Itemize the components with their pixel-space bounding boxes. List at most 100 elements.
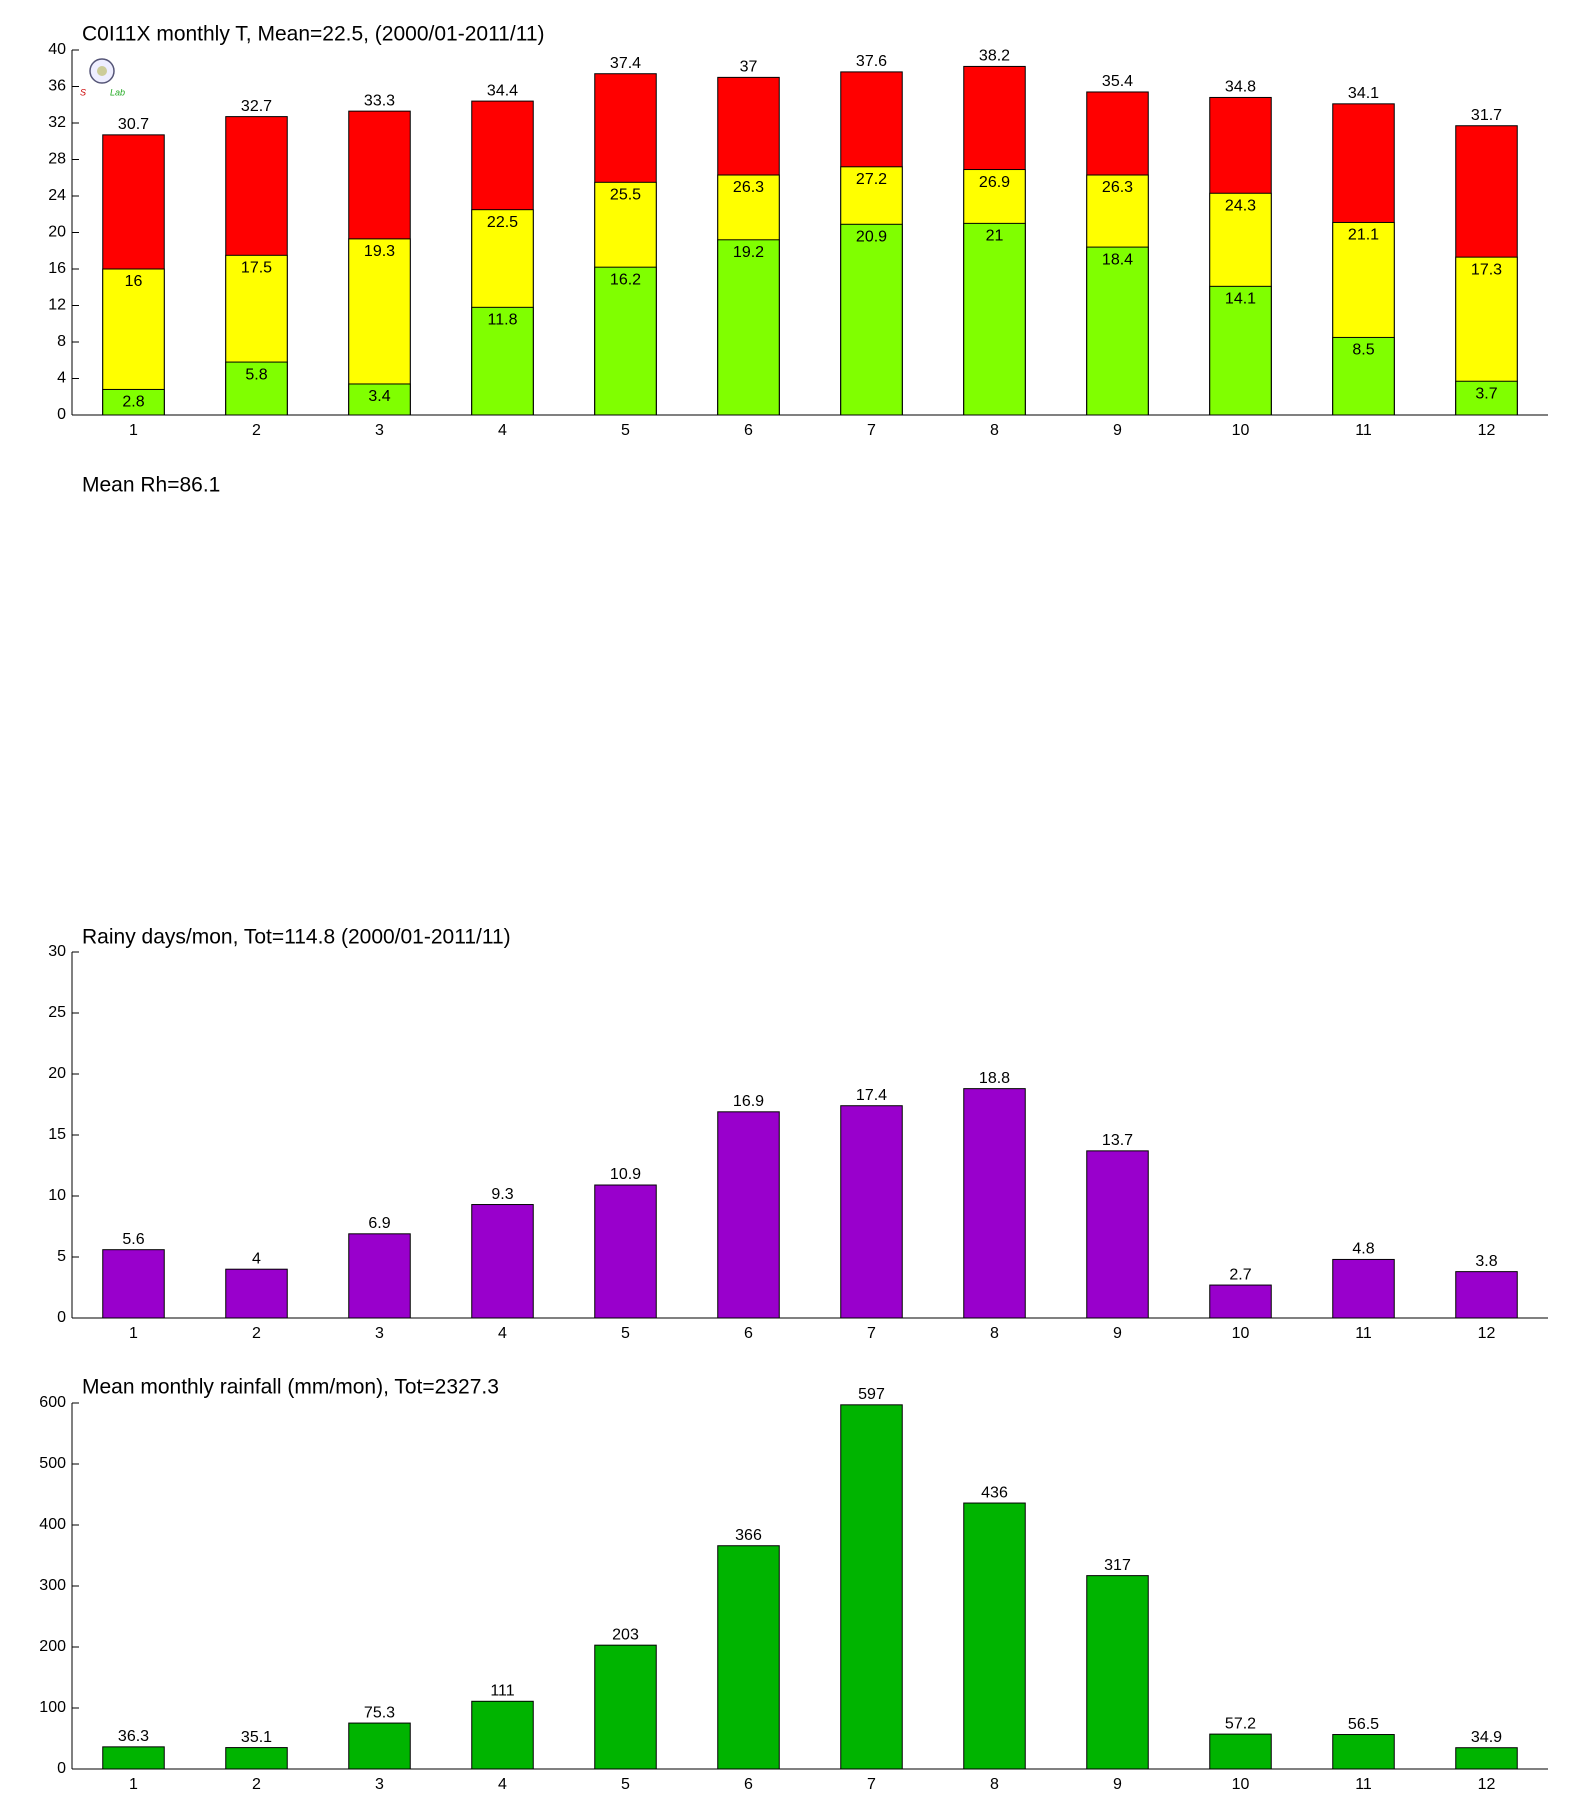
y-tick-label: 300 — [39, 1577, 66, 1594]
value-label: 20.9 — [856, 229, 887, 246]
value-label: 3.8 — [1475, 1253, 1497, 1270]
bar — [594, 266, 657, 416]
y-tick-label: 0 — [57, 406, 66, 423]
y-tick-label: 15 — [48, 1126, 66, 1143]
value-label: 2.7 — [1229, 1266, 1251, 1283]
x-tick-label: 9 — [1113, 1325, 1122, 1342]
value-label: 4 — [252, 1250, 261, 1267]
x-tick-label: 2 — [252, 1325, 261, 1342]
y-tick-label: 400 — [39, 1516, 66, 1533]
value-label: 26.9 — [979, 174, 1010, 191]
value-label: 25.5 — [610, 187, 641, 204]
y-tick-label: 12 — [48, 297, 66, 314]
chart-title: Rainy days/mon, Tot=114.8 (2000/01-2011/… — [82, 926, 511, 949]
bar — [1332, 1734, 1395, 1770]
value-label: 34.8 — [1225, 79, 1256, 96]
value-label: 75.3 — [364, 1704, 395, 1721]
value-label: 6.9 — [368, 1215, 390, 1232]
bar — [1086, 1150, 1149, 1319]
x-tick-label: 6 — [744, 1325, 753, 1342]
value-label: 2.8 — [122, 394, 144, 411]
logo: S Lab — [80, 58, 125, 97]
value-label: 436 — [981, 1484, 1008, 1501]
value-label: 27.2 — [856, 171, 887, 188]
y-tick-label: 25 — [48, 1004, 66, 1021]
chart-title: C0I11X monthly T, Mean=22.5, (2000/01-20… — [82, 23, 545, 46]
bar — [225, 1747, 288, 1770]
x-tick-label: 5 — [621, 1776, 630, 1793]
bar — [1455, 380, 1518, 416]
bar — [1209, 285, 1272, 416]
bar — [1455, 1271, 1518, 1319]
value-label: 18.8 — [979, 1070, 1010, 1087]
bar — [348, 1722, 411, 1770]
x-tick-label: 8 — [990, 1776, 999, 1793]
x-tick-label: 9 — [1113, 422, 1122, 439]
chart-title: Mean Rh=86.1 — [82, 474, 220, 497]
value-label: 17.3 — [1471, 261, 1502, 278]
value-label: 37.4 — [610, 55, 641, 72]
value-label: 366 — [735, 1527, 762, 1544]
value-label: 37.6 — [856, 53, 887, 70]
x-tick-label: 2 — [252, 1776, 261, 1793]
y-tick-label: 36 — [48, 78, 66, 95]
value-label: 4.8 — [1352, 1241, 1374, 1258]
value-label: 13.7 — [1102, 1132, 1133, 1149]
value-label: 14.1 — [1225, 291, 1256, 308]
bar — [963, 1088, 1026, 1319]
value-label: 36.3 — [118, 1728, 149, 1745]
x-tick-label: 7 — [867, 1776, 876, 1793]
bar — [963, 222, 1026, 416]
x-tick-label: 12 — [1478, 422, 1496, 439]
value-label: 18.4 — [1102, 251, 1133, 268]
value-label: 16.9 — [733, 1093, 764, 1110]
bar — [1086, 246, 1149, 416]
value-label: 3.7 — [1475, 385, 1497, 402]
svg-text:S: S — [80, 87, 86, 97]
bar — [840, 1105, 903, 1319]
value-label: 11.8 — [488, 312, 518, 329]
value-label: 34.1 — [1348, 85, 1379, 102]
bar — [1209, 1733, 1272, 1770]
x-tick-label: 12 — [1478, 1325, 1496, 1342]
value-label: 30.7 — [118, 116, 149, 133]
x-tick-label: 9 — [1113, 1776, 1122, 1793]
bar — [717, 1111, 780, 1319]
bar — [717, 1545, 780, 1770]
value-label: 35.4 — [1102, 73, 1133, 90]
y-tick-label: 32 — [48, 114, 66, 131]
y-tick-label: 16 — [48, 260, 66, 277]
chart-title: Mean monthly rainfall (mm/mon), Tot=2327… — [82, 1376, 499, 1399]
value-label: 5.8 — [245, 366, 267, 383]
y-tick-label: 100 — [39, 1699, 66, 1716]
value-label: 21.1 — [1348, 227, 1379, 244]
y-tick-label: 20 — [48, 1065, 66, 1082]
svg-text:Lab: Lab — [110, 87, 125, 97]
bar — [225, 1268, 288, 1319]
bar — [471, 1700, 534, 1770]
value-label: 9.3 — [491, 1186, 513, 1203]
x-tick-label: 6 — [744, 1776, 753, 1793]
value-label: 17.5 — [241, 260, 272, 277]
value-label: 35.1 — [241, 1729, 272, 1746]
y-tick-label: 40 — [48, 41, 66, 58]
value-label: 203 — [612, 1626, 639, 1643]
x-tick-label: 8 — [990, 422, 999, 439]
value-label: 32.7 — [241, 98, 272, 115]
bar — [102, 1746, 165, 1770]
value-label: 111 — [490, 1683, 514, 1700]
value-label: 37 — [740, 59, 758, 76]
x-tick-label: 3 — [375, 1325, 384, 1342]
value-label: 10.9 — [610, 1166, 641, 1183]
value-label: 38.2 — [979, 48, 1010, 65]
x-tick-label: 4 — [498, 1776, 507, 1793]
x-tick-label: 11 — [1355, 422, 1372, 439]
y-tick-label: 30 — [48, 943, 66, 960]
value-label: 17.4 — [856, 1087, 887, 1104]
value-label: 56.5 — [1348, 1716, 1379, 1733]
y-tick-label: 0 — [57, 1309, 66, 1326]
y-tick-label: 4 — [57, 370, 66, 387]
value-label: 21 — [986, 228, 1004, 245]
x-tick-label: 10 — [1232, 1776, 1250, 1793]
bar — [594, 1644, 657, 1770]
